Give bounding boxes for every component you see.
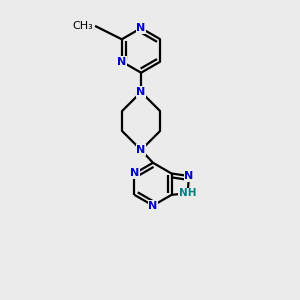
Text: N: N: [148, 201, 158, 211]
Text: N: N: [184, 171, 194, 181]
Text: N: N: [136, 23, 146, 33]
Text: CH₃: CH₃: [73, 21, 94, 31]
Text: NH: NH: [179, 188, 196, 198]
Text: N: N: [117, 57, 126, 67]
Text: N: N: [130, 169, 139, 178]
Text: N: N: [136, 145, 146, 155]
Text: N: N: [136, 87, 146, 97]
